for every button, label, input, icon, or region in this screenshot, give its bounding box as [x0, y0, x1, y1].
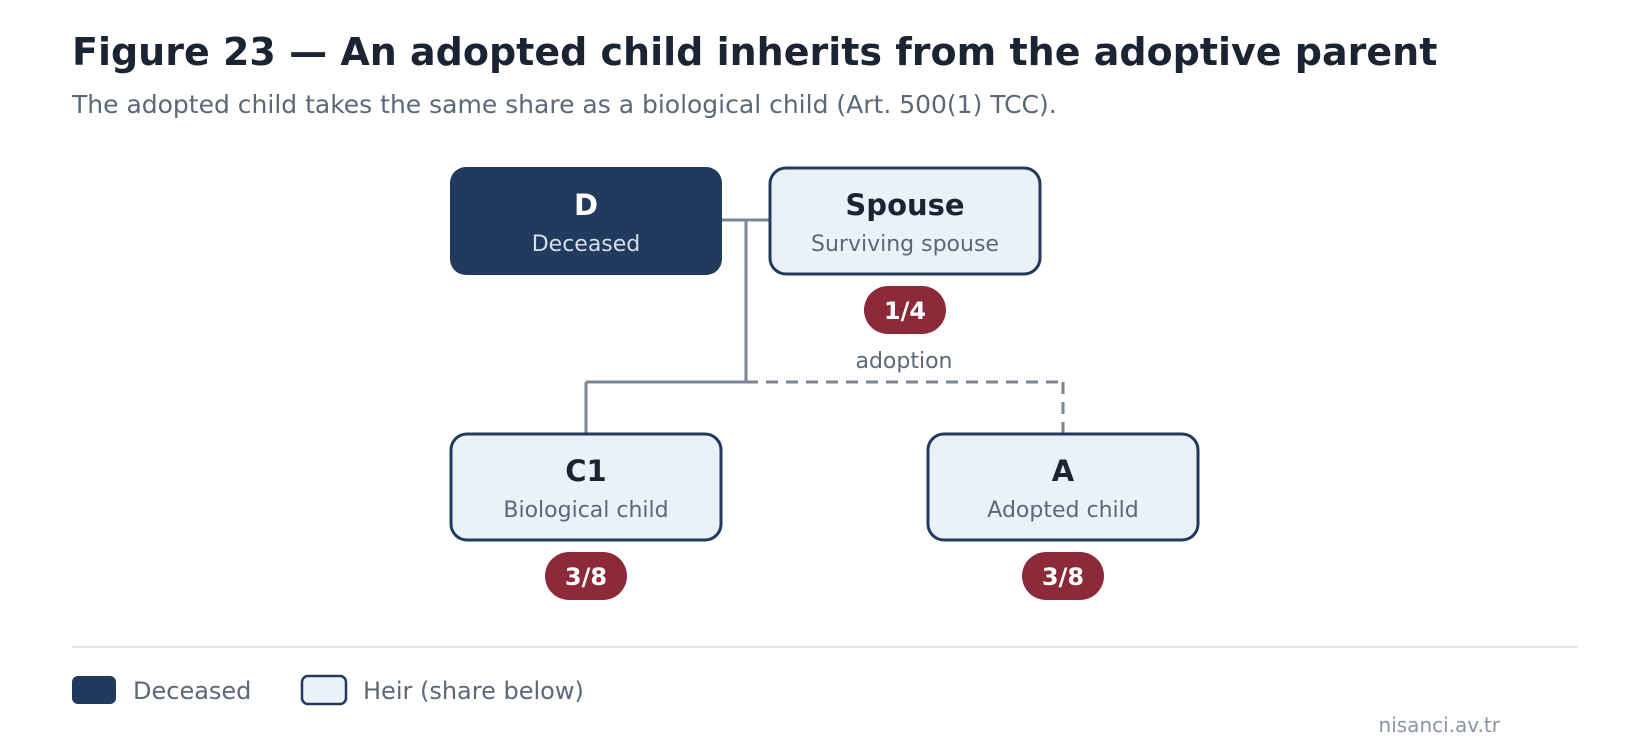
spouse-node-name: Spouse	[845, 188, 964, 222]
deceased-node-box	[450, 167, 722, 275]
adopted-child-node-name: A	[1052, 454, 1075, 488]
legend-deceased-swatch	[72, 676, 116, 704]
adopted-child-share-badge: 3/8	[1022, 552, 1104, 600]
deceased-node-name: D	[574, 188, 598, 222]
c1-node-box	[449, 432, 723, 542]
legend-heir-label: Heir (share below)	[363, 677, 584, 705]
deceased-node-role: Deceased	[532, 232, 641, 257]
adoption-label: adoption	[855, 349, 952, 374]
adopted-child-node: A Adopted child	[926, 432, 1200, 542]
spouse-share-badge-pill	[864, 286, 946, 334]
spouse-node-box	[768, 166, 1042, 276]
c1-node-name: C1	[565, 454, 606, 488]
c1-share-badge: 3/8	[545, 552, 627, 600]
spouse-node: Spouse Surviving spouse	[768, 166, 1042, 276]
deceased-node: D Deceased	[450, 167, 722, 275]
spouse-share-badge: 1/4	[864, 286, 946, 334]
c1-share-value: 3/8	[565, 563, 607, 591]
figure-title: Figure 23 — An adopted child inherits fr…	[72, 30, 1438, 74]
c1-share-badge-pill	[545, 552, 627, 600]
legend-deceased-label: Deceased	[133, 677, 251, 705]
c1-node-role: Biological child	[503, 498, 668, 523]
spouse-node-role: Surviving spouse	[811, 232, 999, 257]
c1-node: C1 Biological child	[449, 432, 723, 542]
legend-heir-swatch	[300, 674, 348, 706]
adopted-child-node-role: Adopted child	[987, 498, 1138, 523]
spouse-share-value: 1/4	[884, 297, 926, 325]
adopted-child-node-box	[926, 432, 1200, 542]
adopted-child-share-value: 3/8	[1042, 563, 1084, 591]
adopted-child-share-badge-pill	[1022, 552, 1104, 600]
connectors	[584, 218, 1065, 434]
legend: Deceased Heir (share below)	[72, 674, 584, 706]
figure-subtitle: The adopted child takes the same share a…	[72, 90, 1057, 119]
footer-credit: nisanci.av.tr	[1378, 713, 1500, 737]
